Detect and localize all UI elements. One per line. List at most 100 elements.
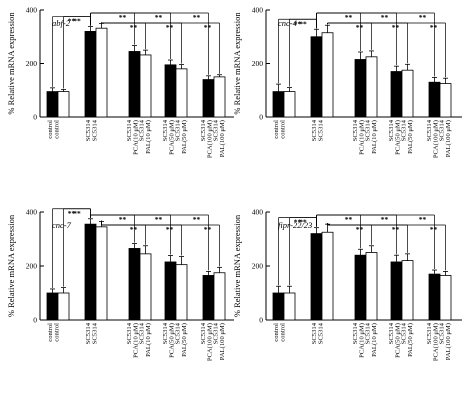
x-tick-label: control <box>47 323 54 342</box>
x-tick-label: PCA(50 μM) <box>168 120 175 155</box>
significance-label: ** <box>166 225 174 234</box>
x-tick-label: SC5314 <box>317 322 324 344</box>
bar <box>213 76 226 118</box>
bar <box>401 69 414 118</box>
bar <box>283 91 296 118</box>
x-tick-label: PCA(100 μM) <box>206 323 213 361</box>
significance-label: ** <box>155 13 163 22</box>
bar <box>390 261 403 321</box>
chart-title: cnc-7 <box>52 220 72 230</box>
bar <box>139 253 152 321</box>
bar <box>164 64 177 118</box>
bar <box>84 30 97 118</box>
y-axis-label: % Relative mRNA expression <box>6 214 16 317</box>
x-tick-label: SC5314 <box>126 119 133 141</box>
bar <box>439 275 452 321</box>
bar <box>164 261 177 321</box>
x-tick-label: SC5314 <box>401 322 408 344</box>
significance-label: ** <box>193 13 201 22</box>
significance-label: ** <box>419 13 427 22</box>
x-tick-label: PAL(100 μM) <box>219 120 226 157</box>
y-tick-label: 0 <box>33 316 37 325</box>
y-tick-label: 200 <box>26 59 38 68</box>
x-tick-label: SC5314 <box>85 322 92 344</box>
bar <box>428 81 441 118</box>
x-tick-label: control <box>53 120 60 139</box>
y-tick-label: 0 <box>259 113 263 122</box>
bar <box>175 68 188 118</box>
y-tick-label: 400 <box>26 208 38 217</box>
x-tick-label: PCA(10 μM) <box>358 323 365 358</box>
x-tick-label: SC5314 <box>175 119 182 141</box>
significance-label: ** <box>204 225 212 234</box>
significance-label: ** <box>155 215 163 224</box>
bar <box>57 292 70 321</box>
chart-title: abf-2 <box>52 18 71 28</box>
x-tick-label: PCA(100 μM) <box>432 323 439 361</box>
significance-label: ** <box>356 23 364 32</box>
y-tick-label: 400 <box>252 208 264 217</box>
x-tick-label: SC5314 <box>162 119 169 141</box>
x-tick-label: SC5314 <box>162 322 169 344</box>
bar <box>46 91 59 118</box>
bar <box>321 231 334 321</box>
x-tick-label: PAL(10 μM) <box>145 120 152 154</box>
x-tick-label: PCA(50 μM) <box>394 323 401 358</box>
x-tick-label: SC5314 <box>311 322 318 344</box>
x-tick-label: SC5314 <box>426 119 433 141</box>
x-tick-label: SC5314 <box>388 119 395 141</box>
chart-title: cnc-4 <box>278 18 298 28</box>
significance-label: ** <box>430 225 438 234</box>
significance-label: ** <box>130 225 138 234</box>
x-tick-label: control <box>273 120 280 139</box>
bar <box>202 275 215 321</box>
y-tick-label: 400 <box>26 6 38 15</box>
bar <box>310 233 323 321</box>
x-tick-label: control <box>273 323 280 342</box>
x-tick-label: SC5314 <box>200 119 207 141</box>
x-tick-label: PAL(100 μM) <box>445 120 452 157</box>
x-tick-label: PCA(100 μM) <box>432 120 439 158</box>
significance-label: ** <box>392 23 400 32</box>
x-tick-label: PCA(10 μM) <box>132 120 139 155</box>
significance-label: ** <box>345 13 353 22</box>
bar <box>57 91 70 118</box>
x-tick-label: control <box>47 120 54 139</box>
significance-label: ** <box>68 209 76 218</box>
x-tick-label: SC5314 <box>439 322 446 344</box>
x-tick-label: PAL(50 μM) <box>181 323 188 357</box>
significance-label: ** <box>130 23 138 32</box>
x-tick-label: PCA(10 μM) <box>132 323 139 358</box>
x-tick-label: PAL(50 μM) <box>407 120 414 154</box>
bar <box>365 252 378 321</box>
x-tick-label: PCA(100 μM) <box>206 120 213 158</box>
y-tick-label: 200 <box>252 59 264 68</box>
significance-label: ** <box>68 17 76 26</box>
bar <box>46 292 59 321</box>
x-tick-label: SC5314 <box>139 119 146 141</box>
significance-label: ** <box>73 209 81 218</box>
x-tick-label: PAL(10 μM) <box>371 323 378 357</box>
x-tick-label: SC5314 <box>352 322 359 344</box>
x-tick-label: SC5314 <box>126 322 133 344</box>
bar <box>310 36 323 118</box>
x-tick-label: PCA(50 μM) <box>168 323 175 358</box>
bar <box>84 223 97 321</box>
x-tick-label: SC5314 <box>175 322 182 344</box>
significance-label: ** <box>299 19 307 28</box>
x-tick-label: control <box>53 323 60 342</box>
chart-title: fipr-22/23 <box>278 220 312 230</box>
x-tick-label: PCA(50 μM) <box>394 120 401 155</box>
significance-label: ** <box>119 13 127 22</box>
x-tick-label: SC5314 <box>439 119 446 141</box>
significance-label: ** <box>294 218 302 227</box>
significance-label: ** <box>166 23 174 32</box>
chart-panel-3: 0 200 400 % Relative mRNA expression cnc-7 co… <box>6 208 234 361</box>
x-tick-label: PCA(10 μM) <box>358 120 365 155</box>
bar <box>428 273 441 321</box>
x-tick-label: SC5314 <box>139 322 146 344</box>
significance-label: ** <box>299 218 307 227</box>
significance-label: ** <box>356 225 364 234</box>
x-tick-label: PAL(100 μM) <box>445 323 452 360</box>
